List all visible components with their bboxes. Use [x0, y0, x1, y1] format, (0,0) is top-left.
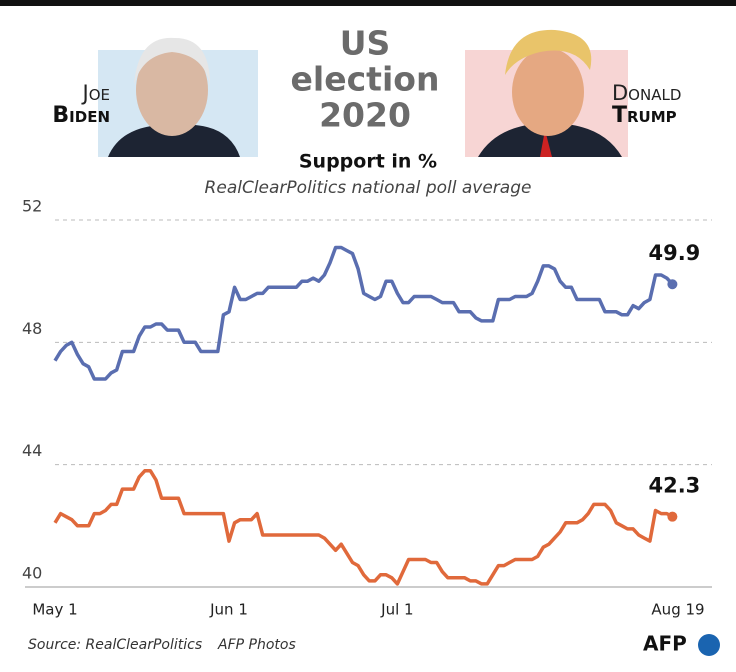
chart-description: RealClearPolitics national poll average — [205, 178, 532, 198]
top-bar — [0, 0, 736, 6]
x-tick-label: Jun 1 — [209, 601, 248, 619]
y-tick-label: 48 — [22, 319, 42, 338]
candidate-first-name: Donald — [612, 81, 681, 105]
y-tick-label: 44 — [22, 441, 42, 460]
end-point — [667, 511, 678, 522]
x-tick-label: Aug 19 — [651, 601, 704, 619]
value-label: 49.9 — [648, 241, 700, 265]
credit: AFP Photos — [217, 637, 296, 653]
candidate-first-name: Joe — [81, 81, 110, 105]
y-tick-label: 52 — [22, 197, 42, 216]
y-tick-label: 40 — [22, 564, 42, 583]
value-label: 42.3 — [648, 474, 700, 498]
chart-title: 2020 — [319, 96, 411, 135]
series-line — [53, 245, 674, 381]
x-tick-label: May 1 — [32, 601, 77, 619]
trump-photo — [465, 29, 628, 157]
x-tick-label: Jul 1 — [380, 601, 413, 619]
candidate-last-name: Trump — [612, 103, 677, 128]
logo: AFP — [643, 632, 687, 656]
candidate-last-name: Biden — [52, 103, 110, 128]
chart-title: US — [340, 24, 391, 63]
chart-title: election — [291, 60, 440, 99]
series-line — [53, 469, 674, 586]
logo-dot — [698, 634, 720, 656]
source: Source: RealClearPolitics — [28, 637, 202, 653]
biden-photo — [98, 37, 258, 157]
end-point — [667, 279, 678, 290]
chart-subtitle: Support in % — [299, 151, 437, 173]
